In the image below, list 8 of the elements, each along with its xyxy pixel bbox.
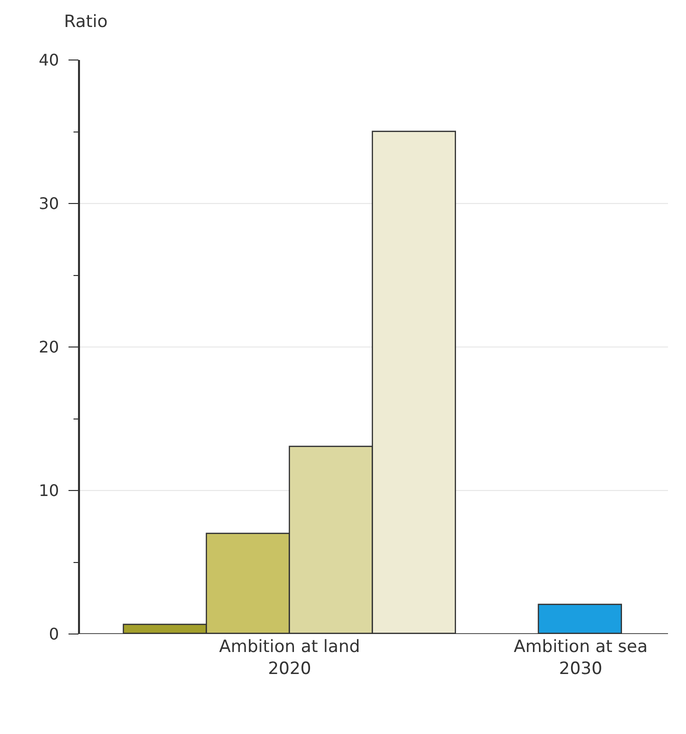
y-tick-label: 20: [38, 338, 60, 357]
y-tick-label: 10: [38, 481, 60, 500]
x-tick-label: Ambition at sea 2030: [514, 637, 648, 680]
y-tick-label: 40: [38, 50, 60, 70]
x-tick-label: Ambition at land 2020: [219, 637, 360, 680]
y-tick-label: 30: [38, 194, 60, 214]
y-tick-label: 0: [48, 624, 60, 644]
y-axis-title: Ratio: [64, 12, 108, 32]
